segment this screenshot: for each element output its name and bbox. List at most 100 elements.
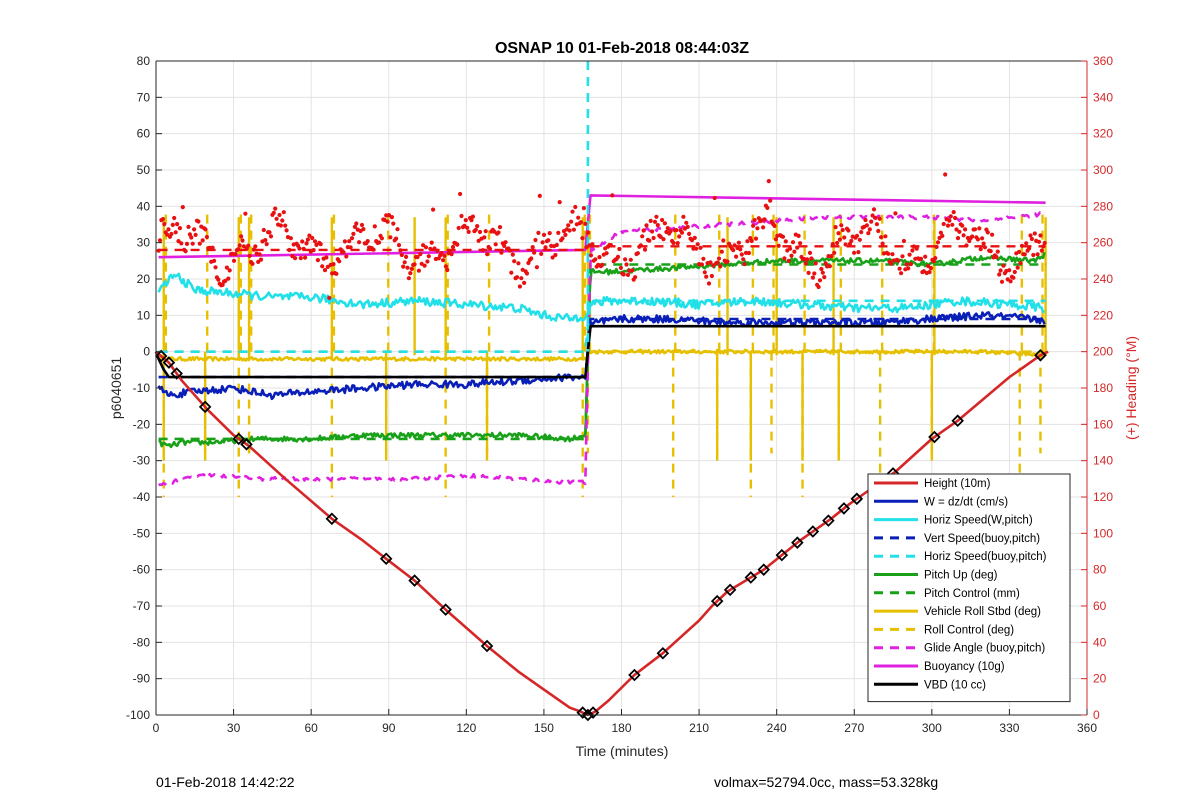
x-tick-label: 120: [456, 721, 476, 735]
heading-point: [1039, 248, 1044, 253]
heading-point: [342, 239, 347, 244]
heading-point: [910, 248, 915, 253]
heading-point: [837, 237, 843, 242]
x-tick-label: 30: [227, 721, 241, 735]
heading-point: [994, 255, 999, 260]
heading-point: [675, 241, 680, 246]
heading-point: [233, 252, 238, 257]
x-tick-label: 60: [304, 721, 318, 735]
heading-point: [923, 254, 928, 259]
heading-point: [422, 263, 427, 268]
heading-point: [803, 261, 808, 266]
heading-point: [961, 233, 966, 238]
heading-point: [877, 216, 882, 221]
heading-point: [773, 237, 779, 242]
heading-point: [874, 222, 880, 227]
x-tick-label: 360: [1077, 721, 1097, 735]
heading-point: [752, 218, 757, 223]
heading-point: [377, 240, 382, 245]
heading-point: [257, 252, 262, 257]
heading-point: [496, 230, 501, 235]
heading-point: [213, 265, 218, 270]
heading-point: [227, 268, 232, 273]
heading-point: [870, 213, 875, 218]
heading-point: [517, 284, 523, 289]
heading-point: [809, 256, 814, 261]
heading-point: [334, 271, 339, 276]
heading-point: [889, 261, 894, 266]
heading-point: [943, 172, 948, 177]
heading-point: [1024, 241, 1029, 246]
heading-point: [455, 242, 460, 247]
heading-point: [765, 205, 770, 210]
heading-point: [293, 256, 298, 261]
height-marker: [170, 367, 183, 380]
heading-point: [807, 250, 813, 255]
heading-point: [746, 250, 752, 256]
height-marker: [162, 356, 176, 369]
heading-point: [258, 257, 264, 262]
heading-point: [458, 191, 463, 197]
heading-point: [512, 259, 517, 264]
heading-point: [349, 236, 355, 241]
heading-point: [906, 266, 911, 271]
heading-point: [652, 219, 658, 224]
heading-point: [955, 236, 961, 241]
heading-point: [835, 240, 840, 246]
legend-entry-6: Pitch Control (mm): [924, 588, 1020, 600]
heading-point: [736, 240, 742, 245]
heading-point: [635, 251, 641, 256]
heading-point: [237, 243, 242, 248]
heading-point: [220, 282, 225, 287]
heading-point: [869, 219, 874, 224]
heading-point: [721, 238, 726, 243]
heading-point: [456, 225, 461, 231]
heading-point: [890, 252, 895, 257]
heading-point: [487, 246, 493, 251]
heading-point: [578, 220, 584, 225]
heading-point: [426, 254, 431, 259]
x-tick-label: 210: [689, 721, 709, 735]
heading-point: [394, 236, 399, 241]
heading-point: [557, 200, 562, 205]
heading-point: [271, 210, 276, 215]
heading-point: [822, 275, 827, 280]
heading-point: [443, 264, 448, 269]
heading-point: [268, 234, 274, 239]
heading-point: [537, 193, 542, 198]
heading-point: [988, 249, 993, 254]
heading-point: [687, 231, 692, 236]
heading-point: [698, 245, 703, 250]
y-axis-label: p6040651: [108, 357, 124, 420]
heading-point: [281, 210, 286, 215]
heading-point: [1012, 269, 1017, 275]
x-tick-label: 300: [922, 721, 942, 735]
heading-point: [934, 244, 939, 249]
heading-point: [425, 259, 430, 264]
height-marker: [837, 502, 851, 515]
heading-point: [849, 238, 854, 243]
series-layer: [154, 61, 1049, 722]
y-right-tick-label: 0: [1093, 708, 1100, 722]
height-marker: [723, 583, 737, 597]
series-line-4: [158, 299, 1046, 353]
heading-point: [854, 233, 860, 238]
heading-point: [829, 254, 834, 259]
heading-point: [783, 239, 788, 244]
heading-point: [739, 252, 744, 257]
legend-entry-9: Glide Angle (buoy,pitch): [924, 643, 1045, 655]
heading-point: [402, 260, 407, 265]
heading-point: [950, 222, 955, 227]
height-marker: [951, 414, 964, 427]
height-marker: [757, 563, 771, 576]
heading-point: [176, 239, 181, 244]
heading-point: [499, 250, 504, 255]
heading-point: [412, 262, 417, 267]
legend-entry-2: Horiz Speed(W,pitch): [924, 515, 1033, 527]
y-tick-label: -50: [133, 526, 151, 540]
heading-point: [734, 254, 739, 259]
heading-point: [300, 239, 305, 244]
heading-point: [1018, 261, 1023, 266]
heading-point: [660, 217, 665, 223]
x-tick-label: 90: [382, 721, 396, 735]
